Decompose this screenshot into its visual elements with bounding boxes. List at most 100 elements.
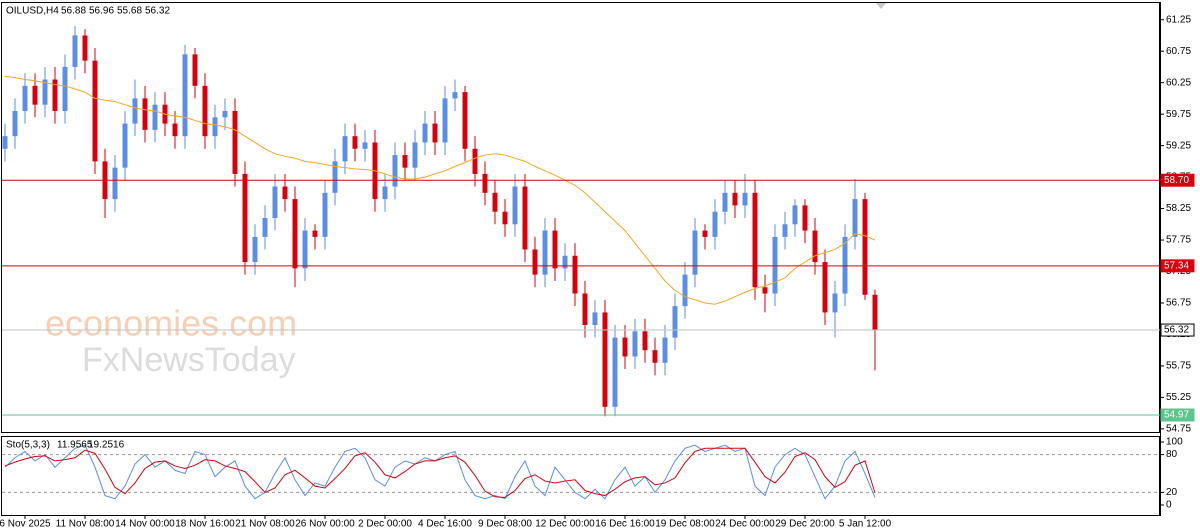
moving-average [4,75,876,305]
candle-body [752,192,758,288]
candle-body [782,224,788,237]
candle-body [622,337,628,357]
candle-body [632,331,638,357]
candle-body [642,331,648,351]
candle-body [332,161,338,193]
candle-body [342,136,348,162]
candle-body [712,211,718,237]
candle-body [72,35,78,67]
candle-body [762,287,768,294]
candle-body [802,205,808,231]
header-open: 56.88 [61,6,86,17]
candle-body [312,230,318,237]
candle-body [452,92,458,99]
stoch-label: Sto(5,3,3) [6,440,50,451]
candle-body [142,98,148,130]
x-tick-label: 29 Dec 20:00 [775,519,835,530]
stoch-panel-frame [1,436,1160,516]
x-tick-label: 11 Nov 08:00 [56,519,115,530]
candle-body [532,249,538,275]
y-tick-label: 60.75 [1166,46,1191,57]
candle-body [52,79,58,111]
candle-body [112,167,118,200]
candle-body [122,123,128,168]
candle-body [602,312,608,407]
stoch-tick-label: 80 [1166,449,1178,460]
candle-body [512,186,518,225]
candle-body [82,35,88,61]
watermark: FxNewsToday [82,341,296,379]
candle-body [482,173,488,193]
candle-body [152,104,158,130]
price-level-tag [1160,259,1195,273]
candle-body [812,230,818,263]
candle-body [572,255,578,294]
candle-body [352,136,358,149]
candle-body [722,192,728,212]
candle-body [232,111,238,174]
x-tick-label: 24 Dec 00:00 [715,519,775,530]
candle-body [92,60,98,162]
candle-body [2,136,8,149]
watermark: economies.com [45,303,297,344]
price-level-tag [1160,173,1195,187]
x-tick-label: 16 Dec 16:00 [595,519,655,530]
candle-body [742,192,748,206]
stoch-tick-label: 0 [1166,500,1172,511]
candle-body [462,92,468,149]
x-tick-label: 12 Dec 00:00 [535,519,595,530]
x-tick-label: 26 Nov 00:00 [295,519,355,530]
header-low: 55.68 [117,6,142,17]
header-high: 56.96 [89,6,114,17]
main-panel-frame [1,2,1160,433]
candle-body [202,85,208,137]
candle-body [472,148,478,174]
candle-body [432,123,438,143]
candle-body [682,274,688,307]
y-tick-label: 58.25 [1166,203,1191,214]
candle-body [242,173,248,263]
candle-body [62,66,68,111]
x-tick-label: 6 Nov 2025 [0,519,51,530]
stoch-signal-value: 19.2516 [88,440,125,451]
candle-body [292,199,298,269]
y-tick-label: 61.25 [1166,14,1191,25]
candle-body [732,192,738,206]
candle-body [302,230,308,269]
y-tick-label: 60.25 [1166,77,1191,88]
candle-body [582,293,588,325]
y-tick-label: 55.75 [1166,361,1191,372]
candle-body [192,54,198,86]
candle-body [612,337,618,407]
candle-body [442,98,448,143]
candle-body [522,186,528,250]
x-tick-label: 21 Nov 08:00 [235,519,295,530]
stoch-tick-label: 20 [1166,487,1178,498]
candle-body [652,350,658,363]
x-tick-label: 5 Jan 12:00 [839,519,892,530]
y-tick-label: 54.75 [1166,423,1191,434]
x-tick-label: 19 Dec 08:00 [655,519,715,530]
candle-body [502,211,508,225]
stoch-tick-label: 100 [1166,437,1183,448]
candle-body [492,192,498,212]
x-tick-label: 2 Dec 00:00 [358,519,412,530]
candle-body [182,54,188,137]
candle-body [252,236,258,263]
price-level-label: 54.97 [1164,410,1189,421]
candle-body [392,155,398,187]
stoch-signal [4,447,876,498]
candle-body [562,255,568,269]
candle-body [262,218,268,237]
x-tick-label: 9 Dec 08:00 [478,519,532,530]
candle-body [862,199,868,295]
candle-body [552,230,558,269]
x-tick-label: 4 Dec 16:00 [418,519,472,530]
price-level-label: 58.70 [1164,175,1189,186]
y-tick-label: 59.25 [1166,140,1191,151]
y-tick-label: 59.75 [1166,109,1191,120]
y-tick-label: 56.75 [1166,298,1191,309]
y-tick-label: 57.75 [1166,235,1191,246]
